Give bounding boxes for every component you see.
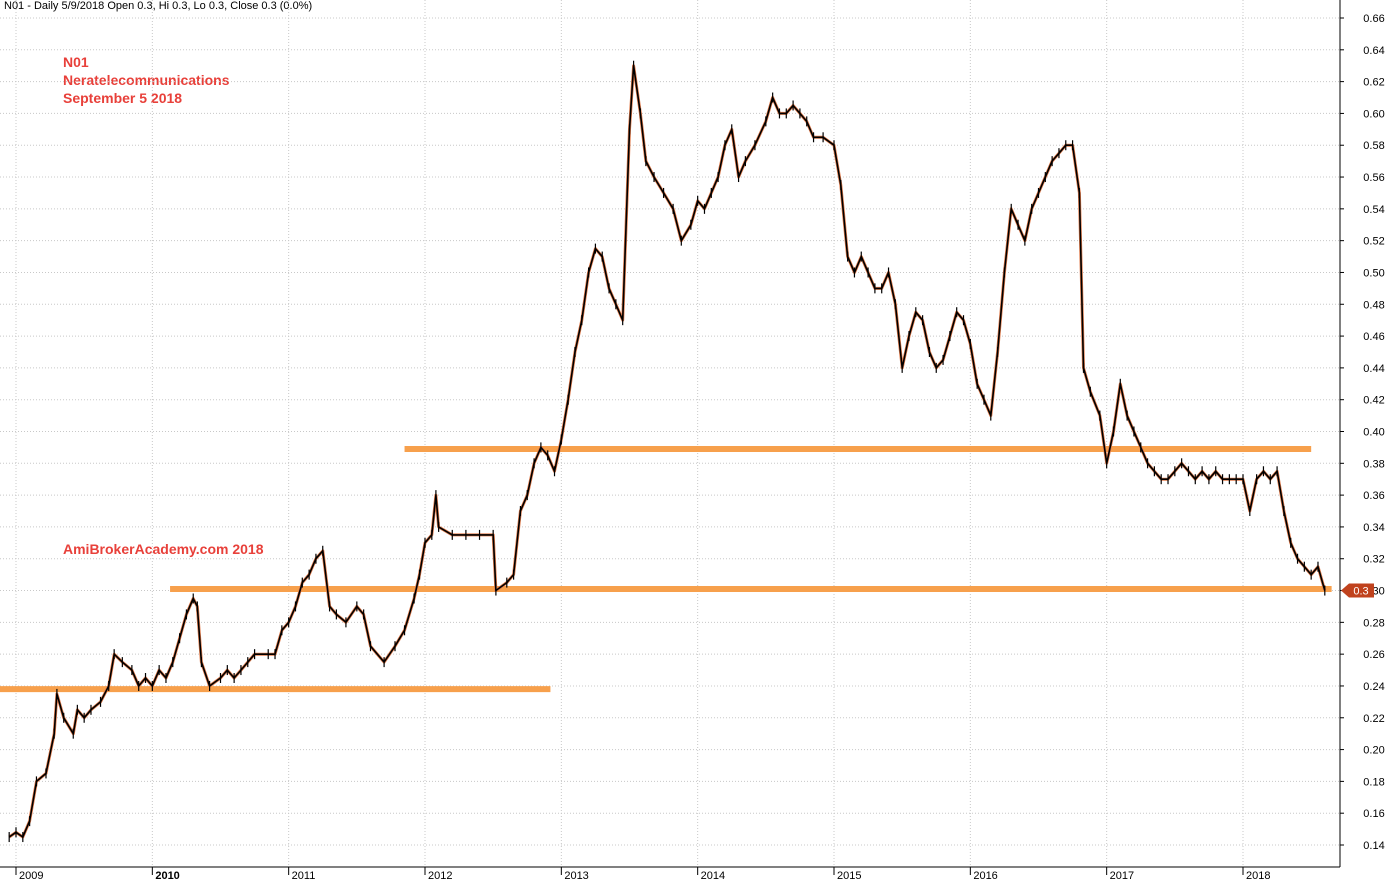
y-tick-label: 0.50 [1363,267,1384,279]
x-tick-label: 2015 [837,870,861,882]
x-tick-label: 2016 [973,870,997,882]
y-tick-label: 0.22 [1363,713,1384,725]
y-tick-label: 0.60 [1363,108,1384,120]
y-tick-label: 0.56 [1363,172,1384,184]
x-tick-label: 2013 [564,870,588,882]
last-price-label: 0.3 [1353,586,1368,598]
y-tick-label: 0.16 [1363,808,1384,820]
y-tick-label: 0.64 [1363,45,1384,57]
x-tick-label: 2010 [155,870,179,882]
y-tick-label: 0.36 [1363,490,1384,502]
price-series-layer [8,60,1327,843]
y-tick-label: 0.40 [1363,427,1384,439]
y-tick-label: 0.42 [1363,395,1384,407]
y-tick-label: 0.58 [1363,140,1384,152]
y-tick-label: 0.44 [1363,363,1384,375]
y-tick-label: 0.14 [1363,840,1384,852]
y-tick-label: 0.52 [1363,236,1384,248]
annotation-company: Neratelecommunications [63,72,230,88]
annotation-watermark: AmiBrokerAcademy.com 2018 [63,541,264,557]
x-tick-label: 2009 [19,870,43,882]
y-tick-label: 0.26 [1363,649,1384,661]
y-tick-label: 0.24 [1363,681,1384,693]
annotation-symbol: N01 [63,54,89,70]
last-price-badge [1341,583,1374,598]
x-tick-label: 2012 [428,870,452,882]
y-tick-label: 0.34 [1363,522,1384,534]
x-tick-label: 2014 [701,870,725,882]
y-tick-label: 0.48 [1363,299,1384,311]
chart-header: N01 - Daily 5/9/2018 Open 0.3, Hi 0.3, L… [4,0,313,12]
y-tick-label: 0.38 [1363,458,1384,470]
x-tick-label: 2018 [1246,870,1270,882]
x-tick-label: 2017 [1110,870,1134,882]
y-tick-label: 0.46 [1363,331,1384,343]
y-tick-label: 0.32 [1363,554,1384,566]
y-tick-label: 0.20 [1363,745,1384,757]
y-tick-label: 0.54 [1363,204,1384,216]
x-tick-label: 2011 [292,870,316,882]
y-tick-label: 0.18 [1363,776,1384,788]
y-tick-label: 0.28 [1363,617,1384,629]
y-tick-label: 0.62 [1363,77,1384,89]
grid-layer [0,0,1340,867]
y-tick-label: 0.66 [1363,13,1384,25]
support-lines-layer [0,445,1332,693]
